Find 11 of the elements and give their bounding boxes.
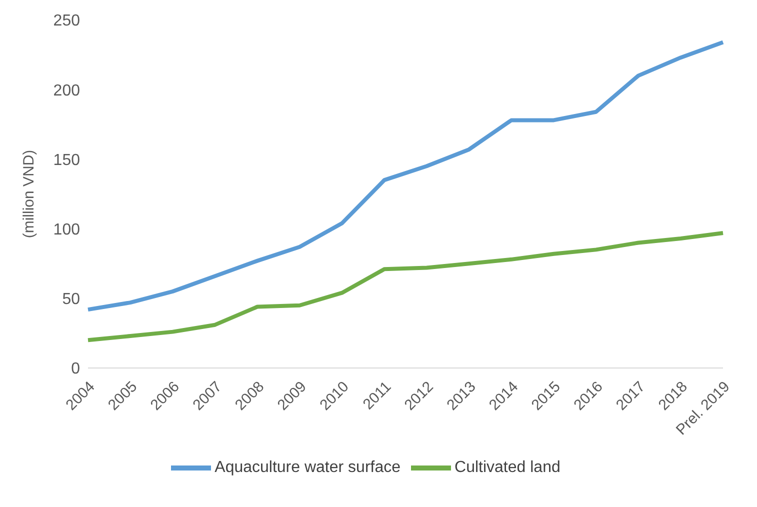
y-tick-label: 250 bbox=[53, 12, 80, 30]
y-tick-label: 200 bbox=[53, 82, 80, 100]
legend-label: Cultivated land bbox=[454, 459, 560, 476]
y-tick-label: 100 bbox=[53, 221, 80, 238]
y-tick-label: 0 bbox=[71, 360, 80, 378]
y-tick-label: 50 bbox=[62, 291, 80, 308]
line-series bbox=[86, 230, 725, 342]
line-series bbox=[86, 40, 725, 312]
legend-label: Aquaculture water surface bbox=[214, 459, 401, 476]
y-axis-title: (million VND) bbox=[20, 150, 38, 238]
y-tick-label: 150 bbox=[53, 152, 80, 169]
